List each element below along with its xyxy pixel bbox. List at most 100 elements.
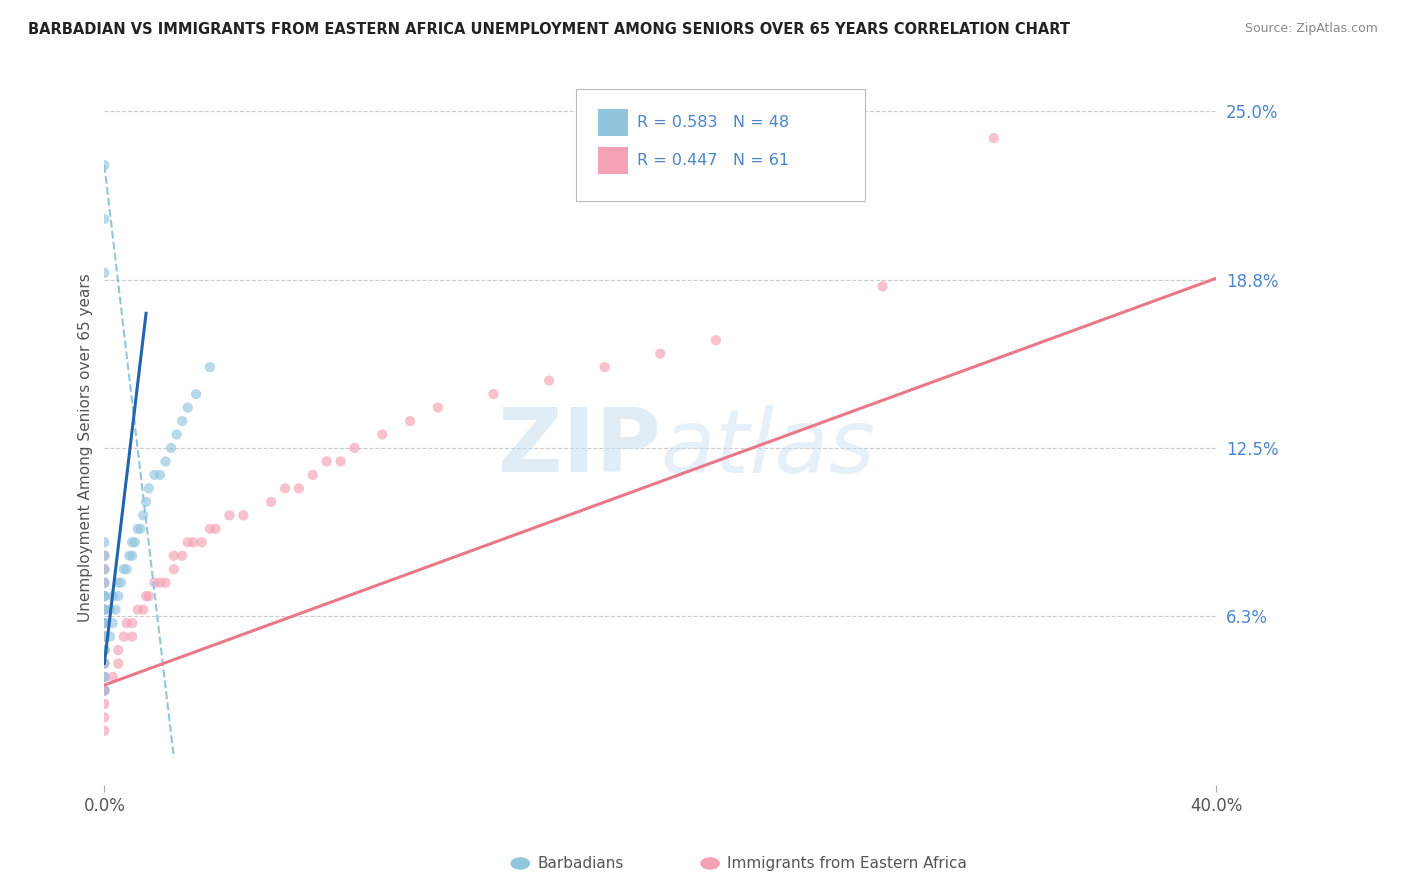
Point bbox=[163, 549, 186, 563]
Point bbox=[93, 616, 115, 631]
Text: R = 0.447   N = 61: R = 0.447 N = 61 bbox=[637, 153, 789, 168]
Point bbox=[274, 482, 297, 496]
Point bbox=[93, 211, 115, 226]
Point bbox=[93, 549, 115, 563]
Point bbox=[163, 562, 186, 576]
Point bbox=[115, 562, 138, 576]
Point bbox=[93, 670, 115, 684]
Point bbox=[93, 630, 115, 644]
Point bbox=[93, 697, 115, 711]
Point bbox=[98, 602, 121, 616]
Point bbox=[93, 602, 115, 616]
Point bbox=[93, 670, 115, 684]
Point bbox=[129, 522, 152, 536]
Point bbox=[93, 616, 115, 631]
Point bbox=[260, 495, 283, 509]
Point bbox=[343, 441, 366, 455]
Point bbox=[983, 131, 1005, 145]
Text: Immigrants from Eastern Africa: Immigrants from Eastern Africa bbox=[727, 856, 967, 871]
Point bbox=[93, 589, 115, 603]
Point bbox=[315, 454, 337, 468]
Point bbox=[426, 401, 449, 415]
Point bbox=[155, 575, 177, 590]
Point bbox=[399, 414, 422, 428]
Point bbox=[93, 683, 115, 698]
Point bbox=[121, 616, 143, 631]
Point bbox=[93, 643, 115, 657]
Point bbox=[155, 454, 177, 468]
Point bbox=[93, 643, 115, 657]
Point bbox=[127, 522, 149, 536]
Point bbox=[93, 723, 115, 738]
Point bbox=[124, 535, 146, 549]
Point bbox=[232, 508, 254, 523]
Point bbox=[149, 467, 172, 482]
Point bbox=[190, 535, 212, 549]
Text: ZIP: ZIP bbox=[498, 404, 661, 491]
Point bbox=[127, 602, 149, 616]
Point bbox=[93, 158, 115, 172]
Point bbox=[593, 360, 616, 375]
Point bbox=[93, 616, 115, 631]
Point bbox=[198, 360, 221, 375]
Point bbox=[112, 630, 135, 644]
Point bbox=[115, 616, 138, 631]
Point bbox=[166, 427, 188, 442]
Point bbox=[538, 374, 561, 388]
Point bbox=[101, 670, 124, 684]
Point bbox=[143, 575, 166, 590]
Point bbox=[93, 643, 115, 657]
Point bbox=[172, 414, 194, 428]
Point bbox=[93, 589, 115, 603]
Point bbox=[204, 522, 226, 536]
Point bbox=[93, 630, 115, 644]
Point bbox=[118, 549, 141, 563]
Point bbox=[101, 589, 124, 603]
Text: atlas: atlas bbox=[661, 405, 875, 491]
Point bbox=[121, 630, 143, 644]
Point bbox=[98, 630, 121, 644]
Text: Source: ZipAtlas.com: Source: ZipAtlas.com bbox=[1244, 22, 1378, 36]
Point bbox=[93, 683, 115, 698]
Point bbox=[132, 602, 155, 616]
Point bbox=[107, 589, 129, 603]
Point bbox=[93, 670, 115, 684]
Point bbox=[288, 482, 311, 496]
Point bbox=[121, 535, 143, 549]
Point bbox=[101, 616, 124, 631]
Point bbox=[93, 562, 115, 576]
Point bbox=[107, 657, 129, 671]
Y-axis label: Unemployment Among Seniors over 65 years: Unemployment Among Seniors over 65 years bbox=[79, 274, 93, 623]
Point bbox=[93, 266, 115, 280]
Point bbox=[93, 630, 115, 644]
Text: R = 0.583   N = 48: R = 0.583 N = 48 bbox=[637, 115, 789, 129]
Point bbox=[93, 602, 115, 616]
Point bbox=[93, 710, 115, 724]
Point bbox=[149, 575, 172, 590]
Point bbox=[135, 495, 157, 509]
Point bbox=[329, 454, 352, 468]
Point bbox=[132, 508, 155, 523]
Point bbox=[650, 347, 672, 361]
Point bbox=[371, 427, 394, 442]
Point bbox=[181, 535, 204, 549]
Point bbox=[93, 549, 115, 563]
Point bbox=[872, 279, 894, 293]
Point bbox=[160, 441, 183, 455]
Point bbox=[104, 602, 127, 616]
Point bbox=[143, 467, 166, 482]
Text: Barbadians: Barbadians bbox=[537, 856, 623, 871]
Text: BARBADIAN VS IMMIGRANTS FROM EASTERN AFRICA UNEMPLOYMENT AMONG SENIORS OVER 65 Y: BARBADIAN VS IMMIGRANTS FROM EASTERN AFR… bbox=[28, 22, 1070, 37]
Point bbox=[93, 657, 115, 671]
Point bbox=[135, 589, 157, 603]
Point bbox=[107, 643, 129, 657]
Point bbox=[482, 387, 505, 401]
Point bbox=[107, 575, 129, 590]
Point bbox=[93, 643, 115, 657]
Point bbox=[198, 522, 221, 536]
Point bbox=[93, 683, 115, 698]
Point bbox=[184, 387, 207, 401]
Point bbox=[93, 602, 115, 616]
Point bbox=[138, 589, 160, 603]
Point bbox=[172, 549, 194, 563]
